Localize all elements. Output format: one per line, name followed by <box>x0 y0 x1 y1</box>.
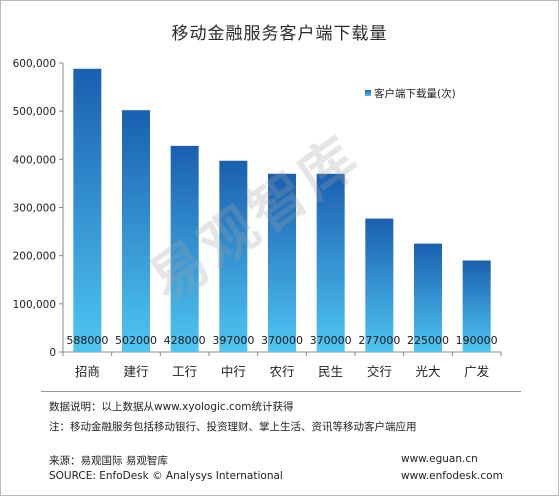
legend-label: 客户端下载量(次) <box>374 87 456 100</box>
url-eguan: www.eguan.cn <box>401 453 478 465</box>
category-label: 光大 <box>415 364 440 379</box>
bar-1 <box>73 68 102 352</box>
data-note: 数据说明：以上数据从www.xyologic.com统计获得 <box>49 401 294 413</box>
data-label: 370000 <box>310 334 352 347</box>
data-label: 370000 <box>261 334 303 347</box>
data-label: 502000 <box>115 334 157 347</box>
y-tick-label: 400,000 <box>13 154 56 166</box>
bar-2 <box>122 110 150 352</box>
data-label: 277000 <box>358 334 400 347</box>
definition-note: 注：移动金融服务包括移动银行、投资理财、掌上生活、资讯等移动客户端应用 <box>49 421 417 433</box>
category-label: 招商 <box>75 364 100 379</box>
legend: 客户端下载量(次) <box>365 87 456 100</box>
bar-6 <box>316 173 345 352</box>
data-label: 397000 <box>212 334 254 347</box>
y-tick-label: 100,000 <box>13 299 56 311</box>
y-tick-label: 600,000 <box>13 58 56 70</box>
url-enfodesk: www.enfodesk.com <box>401 470 503 482</box>
bar-9 <box>462 260 491 352</box>
category-label: 工行 <box>172 364 197 379</box>
y-tick-label: 0 <box>49 347 56 359</box>
bar-3 <box>170 145 199 352</box>
bar-5 <box>268 173 296 352</box>
category-label: 广发 <box>464 364 490 379</box>
bar-7 <box>365 218 394 352</box>
data-label: 190000 <box>456 334 498 347</box>
category-label: 民生 <box>318 364 343 379</box>
y-tick-label: 500,000 <box>13 106 56 118</box>
chart-title: 移动金融服务客户端下载量 <box>171 24 388 44</box>
data-label: 588000 <box>66 334 108 347</box>
footer-divider <box>41 391 521 392</box>
category-label: 建行 <box>123 364 148 379</box>
category-label: 交行 <box>367 364 392 379</box>
y-tick-label: 200,000 <box>13 251 56 263</box>
category-label: 中行 <box>221 364 246 379</box>
source-cn: 来源：易观国际 易观智库 <box>49 455 168 467</box>
source-en: SOURCE: EnfoDesk © Analysys Internationa… <box>49 470 283 482</box>
bar-4 <box>219 160 248 352</box>
data-label: 428000 <box>164 334 206 347</box>
bar-8 <box>414 243 442 352</box>
y-tick-label: 300,000 <box>13 203 56 215</box>
legend-swatch <box>365 90 371 96</box>
category-label: 农行 <box>269 364 294 379</box>
data-label: 225000 <box>407 334 449 347</box>
bar-chart: 0 100,000 200,000 300,000 400,000 500,000 600,… <box>13 58 502 379</box>
